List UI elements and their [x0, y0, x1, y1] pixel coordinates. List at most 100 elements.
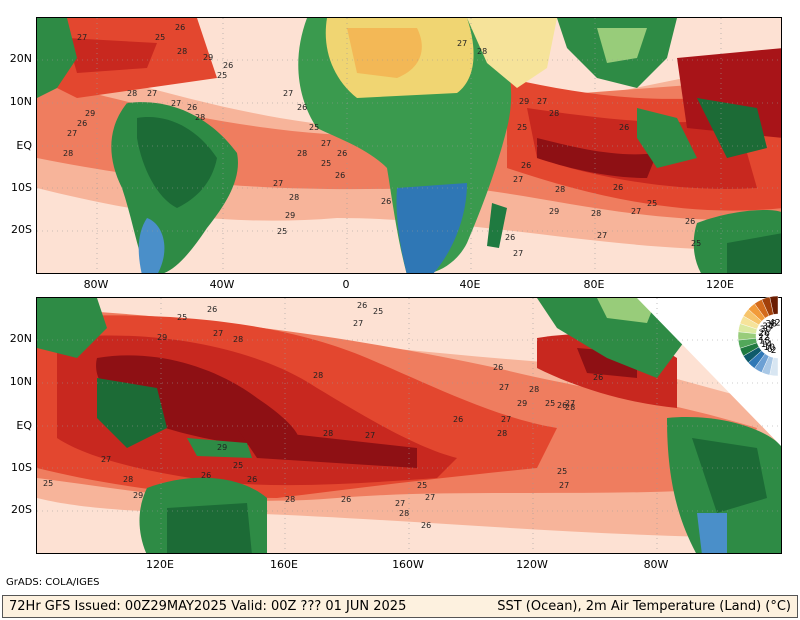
contour-label: 29	[517, 399, 527, 408]
contour-label: 28	[323, 429, 333, 438]
contour-label: 29	[203, 53, 213, 62]
contour-label: 28	[297, 149, 307, 158]
credit-text: GrADS: COLA/IGES	[6, 577, 100, 588]
colorbar-tick-label: 2	[771, 346, 777, 356]
contour-label: 27	[395, 499, 405, 508]
lat-label-top-20n: 20N	[9, 52, 32, 65]
lat-label-bottom-20s: 20S	[11, 503, 32, 516]
contour-label: 28	[477, 47, 487, 56]
contour-label: 26	[557, 401, 567, 410]
colorbar-tick-label: 18	[759, 337, 771, 347]
lon-label-bottom-120e: 120E	[146, 558, 174, 571]
contour-label: 25	[233, 461, 243, 470]
contour-label: 26	[175, 23, 185, 32]
lat-label-top-10n: 10N	[9, 95, 32, 108]
contour-label: 27	[283, 89, 293, 98]
lat-label-bottom-20n: 20N	[9, 332, 32, 345]
contour-label: 28	[177, 47, 187, 56]
contour-label: 26	[335, 171, 345, 180]
lon-label-top-40w: 40W	[209, 278, 235, 291]
contour-label: 27	[513, 249, 523, 258]
contour-label: 26	[357, 301, 367, 310]
contour-label: 26	[613, 183, 623, 192]
contour-label: 26	[505, 233, 515, 242]
contour-label: 28	[233, 335, 243, 344]
lat-label-bottom-eq: EQ	[16, 419, 32, 432]
variable-title: SST (Ocean), 2m Air Temperature (Land) (…	[497, 599, 791, 614]
contour-label: 26	[77, 119, 87, 128]
contour-label: 26	[685, 217, 695, 226]
contour-label: 27	[77, 33, 87, 42]
contour-label: 27	[499, 383, 509, 392]
contour-label: 26	[421, 521, 431, 530]
contour-label: 27	[67, 129, 77, 138]
contour-labels-top: 2625272829262527282627282926272827262527…	[63, 23, 701, 258]
contour-label: 26	[223, 61, 233, 70]
contour-label: 26	[187, 103, 197, 112]
contour-label: 27	[213, 329, 223, 338]
contour-label: 26	[247, 475, 257, 484]
contour-label: 29	[217, 443, 227, 452]
lon-label-top-0: 0	[342, 278, 350, 291]
contour-label: 28	[285, 495, 295, 504]
contour-label: 25	[517, 123, 527, 132]
contour-label: 29	[133, 491, 143, 500]
lon-label-top-80w: 80W	[83, 278, 109, 291]
contour-label: 25	[43, 479, 53, 488]
colorbar-legend: 42 38 34 30 26 22 18 14 10 6 2	[690, 295, 782, 388]
contour-label: 28	[195, 113, 205, 122]
lon-label-bottom-80w: 80W	[643, 558, 669, 571]
contour-label: 28	[123, 475, 133, 484]
contour-label: 28	[289, 193, 299, 202]
map-panel-atlantic-indian: 26 25 27 28 29 26 25 27 28 26 27 28 29 26 27 28 27 26 25 27…	[36, 17, 782, 274]
contour-label: 25	[155, 33, 165, 42]
colorbar-tick-label: 22	[758, 333, 769, 343]
contour-label: 27	[559, 481, 569, 490]
colorbar-segment	[769, 357, 779, 377]
contour-label: 27	[101, 455, 111, 464]
contour-label: 26	[381, 197, 391, 206]
lon-label-bottom-120w: 120W	[516, 558, 548, 571]
colorbar-tick-label: 34	[762, 322, 774, 332]
lat-label-top-eq: EQ	[16, 139, 32, 152]
contour-label: 29	[157, 333, 167, 342]
contour-label: 25	[691, 239, 701, 248]
contour-label: 26	[201, 471, 211, 480]
contour-label: 28	[591, 209, 601, 218]
contour-label: 28	[63, 149, 73, 158]
contour-label: 26	[297, 103, 307, 112]
contour-label: 27	[171, 99, 181, 108]
contour-label: 25	[309, 123, 319, 132]
contour-label: 26	[521, 161, 531, 170]
lat-label-bottom-10n: 10N	[9, 375, 32, 388]
contour-label: 28	[549, 109, 559, 118]
contour-label: 26	[453, 415, 463, 424]
lon-label-bottom-160e: 160E	[270, 558, 298, 571]
contour-label: 25	[217, 71, 227, 80]
contour-label: 25	[177, 313, 187, 322]
contour-label: 29	[285, 211, 295, 220]
contour-label: 25	[321, 159, 331, 168]
colorbar-tick-label: 14	[761, 340, 773, 350]
lon-label-top-80e: 80E	[583, 278, 605, 291]
contour-label: 26	[619, 123, 629, 132]
contour-label: 27	[321, 139, 331, 148]
map-canvas-top: 2625272829262527282627282926272827262527…	[37, 18, 781, 273]
contour-label: 27	[565, 399, 575, 408]
contour-label: 26	[493, 363, 503, 372]
contour-label: 27	[537, 97, 547, 106]
contour-label: 28	[497, 429, 507, 438]
contour-label: 29	[549, 207, 559, 216]
lon-label-top-120e: 120E	[706, 278, 734, 291]
contour-label: 27	[597, 231, 607, 240]
contour-label: 28	[565, 403, 575, 412]
contour-label: 26	[207, 305, 217, 314]
contour-label: 27	[457, 39, 467, 48]
contour-label: 27	[513, 175, 523, 184]
contour-label: 28	[313, 371, 323, 380]
contour-label: 28	[127, 89, 137, 98]
footer-bar: 72Hr GFS Issued: 00Z29MAY2025 Valid: 00Z…	[2, 595, 798, 618]
